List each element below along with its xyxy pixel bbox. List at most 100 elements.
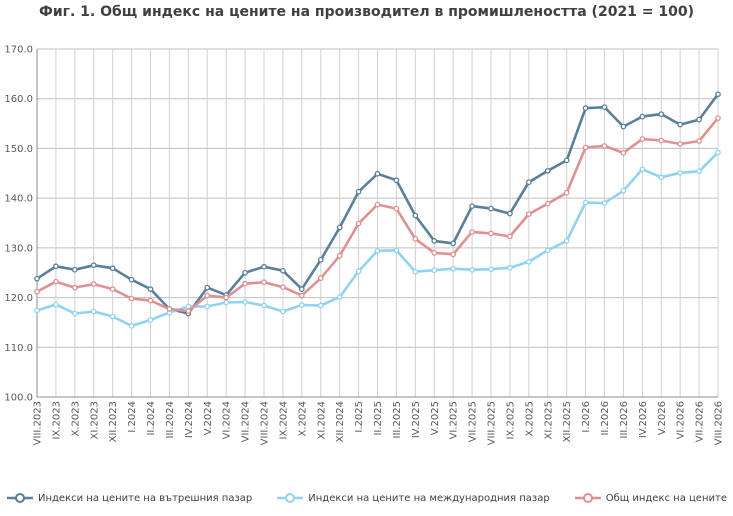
series-3-point (658, 137, 665, 144)
x-tick-label: I.2026 (581, 401, 592, 433)
legend-item-3: Общ индекс на цените (574, 492, 727, 504)
x-tick-label: VI.2025 (449, 401, 460, 439)
series-2-point (525, 258, 532, 265)
legend: Индекси на цените на вътрешния пазар Инде… (0, 488, 733, 508)
series-3-point (166, 306, 173, 312)
series-2-point (242, 299, 248, 305)
series-2-point (450, 265, 457, 272)
series-2-point (109, 313, 116, 320)
series-3-point (412, 236, 419, 242)
series-2-point (355, 268, 362, 275)
x-tick-label: II.2024 (146, 401, 157, 436)
series-1-point (90, 262, 97, 269)
series-3-point (298, 292, 305, 299)
series-2-point (563, 238, 570, 244)
x-tick-label: I.2025 (354, 401, 365, 433)
series-1-point (34, 275, 40, 282)
x-tick-label: VII.2025 (468, 401, 479, 442)
series-3-point (317, 275, 324, 282)
series-1-point (639, 113, 646, 120)
series-1-point (544, 167, 551, 174)
series-1-point (715, 91, 721, 98)
series-3-point (563, 189, 570, 196)
series-1-point (469, 203, 475, 209)
series-3-point (620, 150, 627, 156)
x-tick-label: XII.2023 (108, 401, 119, 442)
series-2-point (677, 169, 684, 176)
series-3-point (639, 136, 646, 142)
legend-swatch-3 (574, 493, 601, 503)
y-tick-label: 140.0 (4, 194, 33, 205)
legend-swatch-2 (277, 493, 304, 503)
x-tick-label: VIII.2023 (33, 401, 44, 445)
series-2-point (639, 166, 646, 173)
series-3-point (53, 278, 59, 285)
series-1-point (53, 263, 59, 270)
series-3-point (223, 294, 230, 301)
series-2-point (696, 168, 702, 175)
series-2-point (34, 307, 40, 314)
series-2-point (582, 199, 589, 206)
x-tick-label: VIII.2025 (487, 401, 498, 445)
series-1-point (147, 286, 154, 292)
x-tick-label: XII.2024 (335, 401, 346, 442)
y-tick-label: 150.0 (4, 144, 33, 155)
series-3-point (488, 230, 494, 237)
series-1-point (355, 188, 362, 195)
series-2-point (261, 302, 267, 309)
series-1-point (393, 177, 400, 184)
series-2-point (431, 267, 438, 274)
series-3-point (204, 292, 211, 299)
series-3-point (336, 252, 343, 259)
x-tick-label: VI.2024 (222, 401, 233, 439)
x-tick-label: X.2023 (70, 401, 81, 436)
series-3-point (696, 138, 702, 144)
series-3-point (355, 220, 362, 227)
series-1-point (298, 286, 305, 292)
series-1-point (658, 111, 665, 117)
series-3-point (582, 144, 589, 151)
series-3-point (242, 280, 248, 287)
series-3-point (34, 288, 40, 295)
series-2-point (317, 302, 324, 309)
series-2-point (620, 187, 627, 194)
series-2-point (507, 264, 513, 271)
series-3-point (544, 200, 551, 207)
series-1-point (507, 210, 513, 217)
series-3-point (507, 233, 513, 240)
x-tick-label: II.2026 (600, 401, 611, 436)
series-1-point (677, 121, 684, 128)
series-2-point (488, 266, 494, 273)
x-tick-label: III.2024 (165, 401, 176, 438)
x-tick-label: XI.2024 (316, 401, 327, 439)
series-3-point (374, 201, 381, 208)
y-tick-label: 130.0 (4, 243, 33, 254)
series-3-point (280, 284, 286, 290)
series-1-point (620, 123, 627, 130)
x-tick-label: IV.2025 (411, 401, 422, 438)
series-2-point (71, 310, 78, 317)
x-tick-label: II.2025 (373, 401, 384, 436)
legend-item-1: Индекси на цените на вътрешния пазар (6, 492, 252, 504)
x-tick-label: IV.2026 (638, 401, 649, 438)
series-2-point (280, 308, 286, 315)
x-tick-label: IX.2024 (278, 401, 289, 439)
series-1-point (261, 263, 267, 270)
series-3-point (431, 249, 438, 256)
x-tick-label: XI.2023 (89, 401, 100, 439)
series-1-point (450, 240, 457, 247)
x-tick-label: V.2024 (203, 401, 214, 435)
series-3-point (128, 295, 135, 302)
series-2-point (393, 247, 400, 254)
series-1-point (488, 205, 494, 212)
x-tick-label: V.2025 (430, 401, 441, 435)
legend-label-3: Общ индекс на цените (605, 492, 727, 504)
series-3-point (90, 281, 97, 287)
series-1-point (71, 266, 78, 273)
series-1-point (582, 105, 589, 112)
series-2-point (715, 149, 721, 156)
series-3-point (525, 211, 532, 217)
series-2-point (412, 268, 419, 275)
series-2-point (658, 174, 665, 181)
